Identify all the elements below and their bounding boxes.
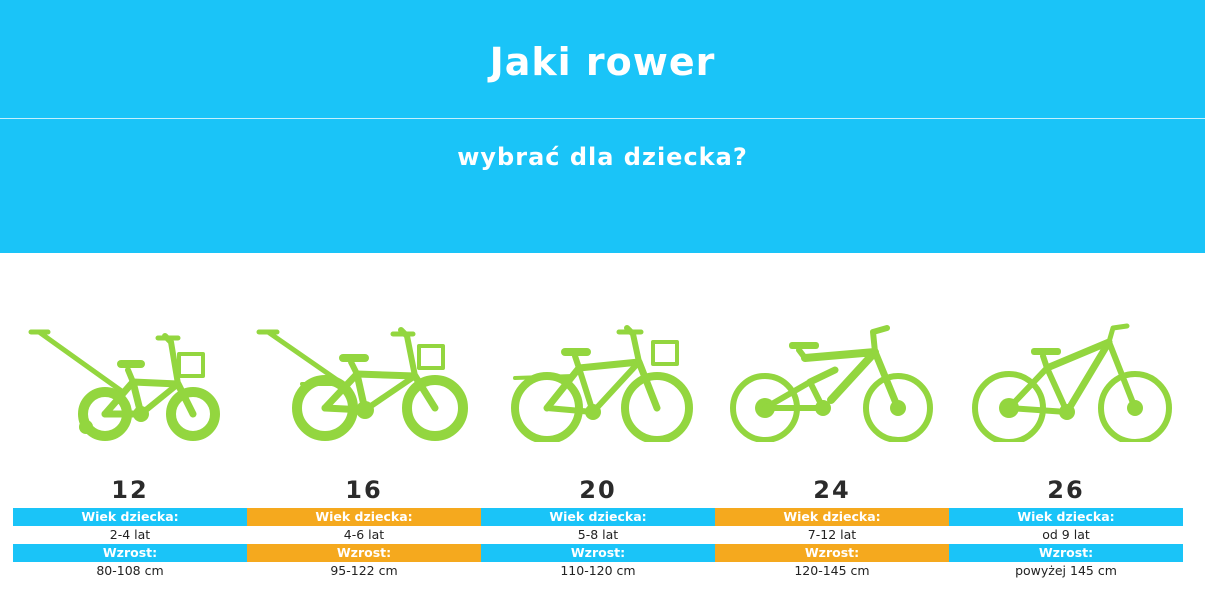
bike-size-table: 12 Wiek dziecka: 2-4 lat Wzrost: 80-108 … [13, 476, 1184, 586]
bike-size-column: 20 Wiek dziecka: 5-8 lat Wzrost: 110-120… [481, 476, 715, 586]
hero-banner: Jaki rower wybrać dla dziecka? [0, 0, 1205, 253]
wheel-size: 12 [111, 476, 149, 504]
height-value: 95-122 cm [330, 563, 398, 578]
wheel-size: 24 [813, 476, 851, 504]
age-label: Wiek dziecka: [13, 508, 247, 526]
bike-illustrations [13, 322, 1184, 442]
girls-mountain-bike-icon [949, 322, 1183, 442]
height-label: Wzrost: [13, 544, 247, 562]
height-value: 80-108 cm [96, 563, 164, 578]
bike-size-column: 26 Wiek dziecka: od 9 lat Wzrost: powyże… [949, 476, 1183, 586]
wheel-size: 20 [579, 476, 617, 504]
bike-size-column: 16 Wiek dziecka: 4-6 lat Wzrost: 95-122 … [247, 476, 481, 586]
age-label: Wiek dziecka: [481, 508, 715, 526]
height-label: Wzrost: [247, 544, 481, 562]
page-title: Jaki rower [489, 40, 716, 84]
wheel-size: 26 [1047, 476, 1085, 504]
full-suspension-bike-icon [715, 322, 949, 442]
kids-bike-push-handle-rack-icon [247, 322, 481, 442]
height-label: Wzrost: [481, 544, 715, 562]
wheel-size: 16 [345, 476, 383, 504]
height-value: 110-120 cm [560, 563, 636, 578]
hero-divider [0, 118, 1205, 119]
age-value: 4-6 lat [343, 527, 385, 542]
age-value: 7-12 lat [807, 527, 857, 542]
age-label: Wiek dziecka: [715, 508, 949, 526]
height-value: 120-145 cm [794, 563, 870, 578]
height-label: Wzrost: [949, 544, 1183, 562]
kids-bike-basket-icon [481, 322, 715, 442]
age-value: od 9 lat [1042, 527, 1090, 542]
height-label: Wzrost: [715, 544, 949, 562]
age-value: 2-4 lat [109, 527, 151, 542]
page-subtitle: wybrać dla dziecka? [457, 143, 748, 171]
age-label: Wiek dziecka: [949, 508, 1183, 526]
bike-size-column: 12 Wiek dziecka: 2-4 lat Wzrost: 80-108 … [13, 476, 247, 586]
age-label: Wiek dziecka: [247, 508, 481, 526]
bike-size-column: 24 Wiek dziecka: 7-12 lat Wzrost: 120-14… [715, 476, 949, 586]
age-value: 5-8 lat [577, 527, 619, 542]
kids-bike-push-handle-icon [13, 322, 247, 442]
height-value: powyżej 145 cm [1015, 563, 1117, 578]
